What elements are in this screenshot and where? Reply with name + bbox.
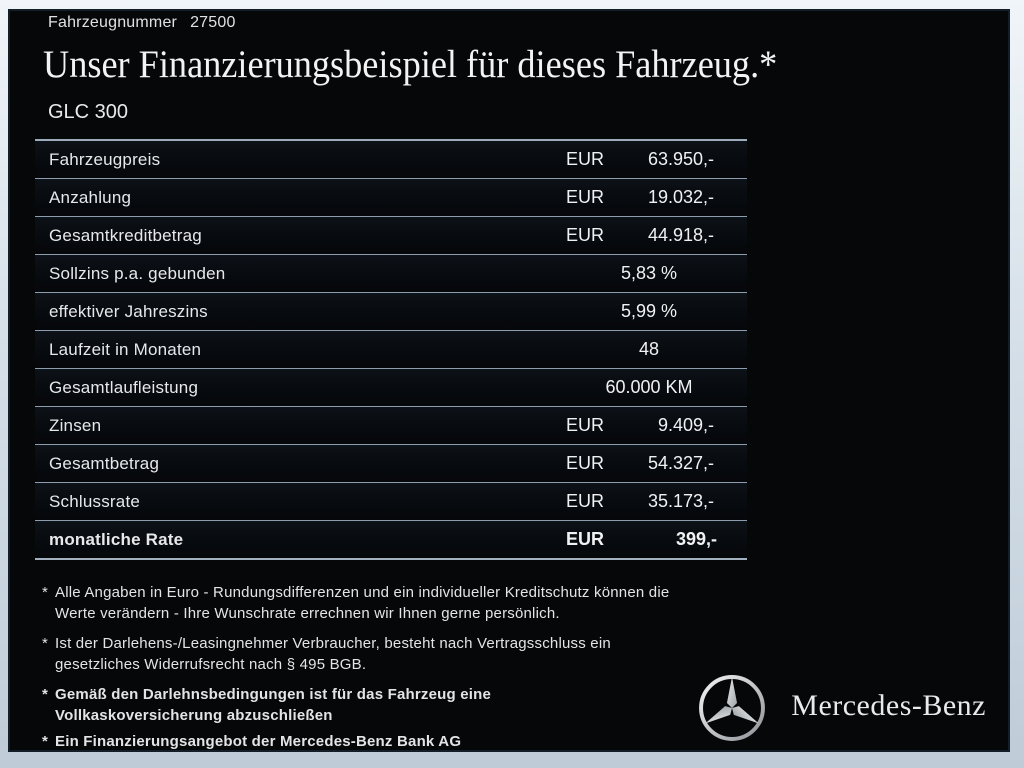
row-label: Gesamtkreditbetrag	[49, 225, 202, 245]
model-name: GLC 300	[48, 101, 129, 123]
row-currency: EUR	[566, 187, 605, 207]
row-currency: EUR	[566, 491, 605, 511]
row-currency: EUR	[566, 453, 605, 473]
table-row: Fahrzeugpreis EUR 63.950,-	[35, 141, 747, 179]
row-label: Gesamtbetrag	[49, 453, 160, 473]
row-currency: EUR	[566, 529, 605, 549]
footnote-text: Gemäß den Darlehnsbedingungen ist für da…	[55, 686, 492, 724]
row-value-cell: EUR 19.032,-	[561, 187, 747, 208]
table-row: Gesamtlaufleistung 60.000 KM	[35, 369, 747, 407]
row-label: Laufzeit in Monaten	[49, 339, 202, 359]
row-value-cell: EUR 9.409,-	[561, 415, 747, 436]
row-label: Sollzins p.a. gebunden	[49, 263, 226, 283]
table-row: Zinsen EUR 9.409,-	[35, 407, 747, 445]
page-title: Unser Finanzierungsbeispiel für dieses F…	[43, 43, 778, 86]
row-label: Zinsen	[49, 415, 102, 435]
row-label: Gesamtlaufleistung	[49, 377, 199, 397]
row-value: 48	[638, 339, 660, 359]
footnote-text: Ist der Darlehens-/Leasingnehmer Verbrau…	[55, 635, 611, 673]
row-label: Anzahlung	[49, 187, 132, 207]
table-row: Anzahlung EUR 19.032,-	[35, 179, 747, 217]
row-value-cell: 5,83 %	[561, 263, 747, 284]
footnote-marker: *	[42, 733, 48, 750]
row-value: 9.409,-	[657, 415, 714, 435]
table-row: monatliche Rate EUR 399,-	[35, 521, 747, 560]
row-label: Schlussrate	[49, 491, 141, 511]
row-value-cell: 5,99 %	[561, 301, 747, 322]
row-label: monatliche Rate	[49, 529, 184, 549]
table-row: Gesamtbetrag EUR 54.327,-	[35, 445, 747, 483]
footnote-marker: *	[42, 584, 48, 601]
brand-name: Mercedes-Benz	[791, 689, 986, 722]
row-value-cell: EUR 44.918,-	[561, 225, 747, 246]
vehicle-number: Fahrzeugnummer 27500	[48, 14, 236, 32]
row-value-cell: 60.000 KM	[561, 377, 747, 398]
table-row: Gesamtkreditbetrag EUR 44.918,-	[35, 217, 747, 255]
footnote: * Alle Angaben in Euro - Rundungsdiffere…	[35, 582, 765, 624]
finance-table: Fahrzeugpreis EUR 63.950,- Anzahlung EUR…	[35, 139, 747, 560]
row-value: 5,99 %	[620, 301, 678, 321]
table-row: Schlussrate EUR 35.173,-	[35, 483, 747, 521]
row-value: 60.000 KM	[605, 377, 693, 397]
mercedes-star-icon	[696, 672, 768, 744]
table-row: effektiver Jahreszins 5,99 %	[35, 293, 747, 331]
row-value-cell: EUR 35.173,-	[561, 491, 747, 512]
row-value: 63.950,-	[647, 149, 714, 169]
row-value-cell: EUR 63.950,-	[561, 149, 747, 170]
row-value-cell: 48	[561, 339, 747, 360]
footnote: * Ein Finanzierungsangebot der Mercedes-…	[35, 731, 765, 752]
row-value-cell: EUR 54.327,-	[561, 453, 747, 474]
row-currency: EUR	[566, 225, 605, 245]
row-value: 44.918,-	[647, 225, 714, 245]
table-row: Laufzeit in Monaten 48	[35, 331, 747, 369]
row-currency: EUR	[566, 415, 605, 435]
row-currency: EUR	[566, 149, 605, 169]
footnotes: * Alle Angaben in Euro - Rundungsdiffere…	[35, 582, 765, 757]
row-value-cell: EUR 399,-	[561, 529, 747, 550]
row-label: effektiver Jahreszins	[49, 301, 208, 321]
row-value: 54.327,-	[647, 453, 714, 473]
vehicle-number-label: Fahrzeugnummer	[48, 14, 178, 31]
footnote: * Ist der Darlehens-/Leasingnehmer Verbr…	[35, 633, 765, 675]
row-label: Fahrzeugpreis	[49, 149, 161, 169]
finance-sheet: Fahrzeugnummer 27500 Unser Finanzierungsb…	[8, 9, 1010, 752]
row-value: 35.173,-	[647, 491, 714, 511]
row-value: 5,83 %	[620, 263, 678, 283]
footnote-marker: *	[42, 635, 48, 652]
footnote-marker: *	[42, 686, 48, 703]
brand: Mercedes-Benz	[696, 672, 986, 744]
footnote: * Gemäß den Darlehnsbedingungen ist für …	[35, 684, 765, 726]
footnote-text: Ein Finanzierungsangebot der Mercedes-Be…	[55, 733, 462, 750]
vehicle-number-value: 27500	[190, 14, 236, 31]
row-value: 399,-	[675, 529, 717, 549]
table-row: Sollzins p.a. gebunden 5,83 %	[35, 255, 747, 293]
row-value: 19.032,-	[647, 187, 714, 207]
footnote-text: Alle Angaben in Euro - Rundungsdifferenz…	[55, 584, 670, 622]
